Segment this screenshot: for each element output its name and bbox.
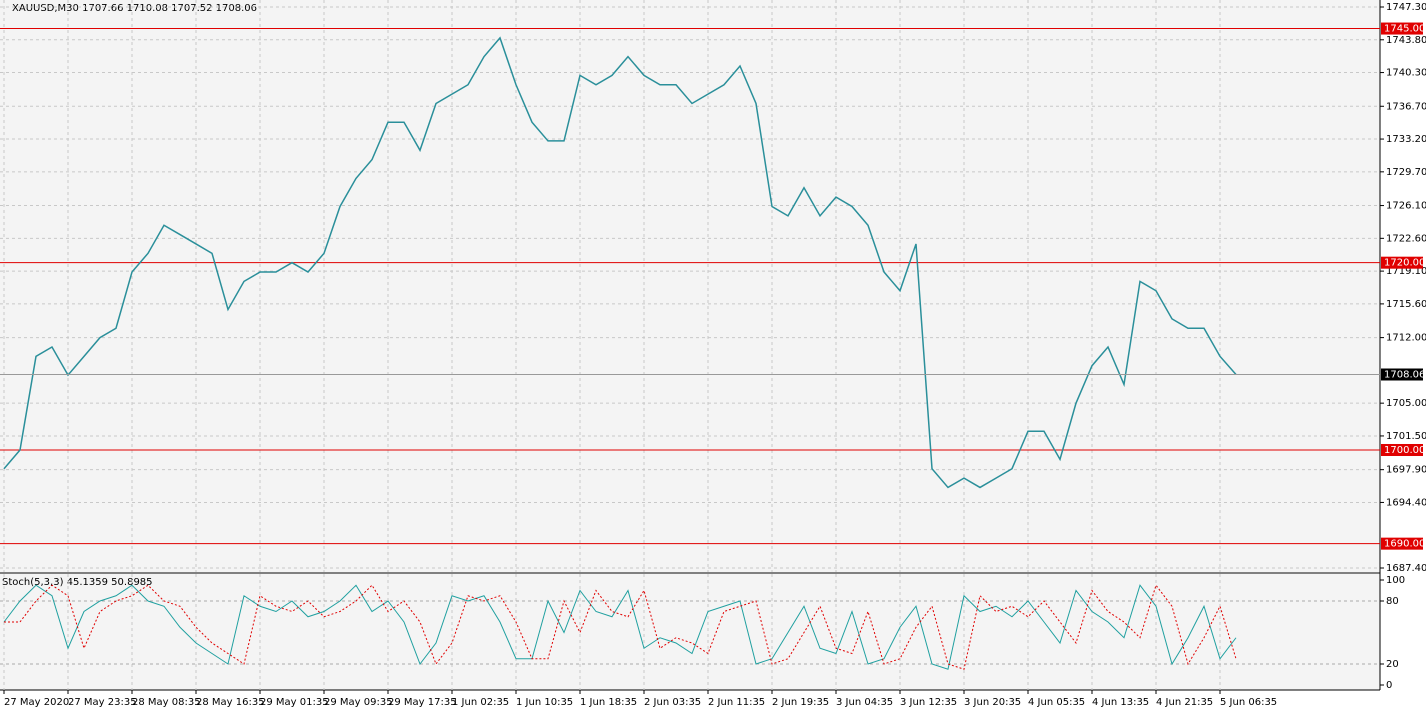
price-line [3,36,1237,489]
x-tick-label: 3 Jun 20:35 [964,697,1021,708]
indicator-title: Stoch(5,3,3) 45.1359 50.8985 [2,577,153,588]
x-tick-label: 29 May 17:35 [388,697,457,708]
x-tick-label: 28 May 16:35 [196,697,265,708]
x-tick-label: 4 Jun 21:35 [1156,697,1213,708]
x-tick-label: 3 Jun 12:35 [900,697,957,708]
x-tick-label: 2 Jun 03:35 [644,697,701,708]
x-tick-label: 29 May 09:35 [324,697,393,708]
level-label-box [1381,256,1423,269]
y-tick-label: 1722.60 [1386,233,1426,244]
y-tick-label: 1743.80 [1386,35,1426,46]
level-label: 1745.00 [1384,24,1425,35]
y-tick-label: 1729.70 [1386,167,1426,178]
y-tick-label: 80 [1386,596,1399,607]
level-label-box [1381,537,1423,550]
y-tick-label: 1701.50 [1386,431,1426,442]
x-tick-label: 2 Jun 19:35 [772,697,829,708]
x-tick-label: 2 Jun 11:35 [708,697,765,708]
y-tick-label: 1719.10 [1386,266,1426,277]
x-tick-label: 5 Jun 06:35 [1220,697,1277,708]
y-tick-label: 1747.30 [1386,2,1426,13]
current-price-label: 1708.06 [1384,370,1425,381]
x-tick-label: 3 Jun 04:35 [836,697,893,708]
y-tick-label: 1715.60 [1386,299,1426,310]
y-tick-label: 1736.70 [1386,101,1426,112]
x-tick-label: 1 Jun 02:35 [452,697,509,708]
current-price-box [1381,368,1423,381]
x-tick-label: 1 Jun 10:35 [516,697,573,708]
stoch-line [3,584,1237,670]
level-label: 1700.00 [1384,445,1425,456]
y-tick-label: 1712.00 [1386,333,1426,344]
level-label: 1720.00 [1384,258,1425,269]
x-tick-label: 28 May 08:35 [132,697,201,708]
y-tick-label: 20 [1386,659,1399,670]
y-tick-label: 1726.10 [1386,201,1426,212]
level-label: 1690.00 [1384,539,1425,550]
indicator-pane [0,574,1380,690]
x-tick-label: 4 Jun 05:35 [1028,697,1085,708]
x-tick-label: 27 May 2020 [4,697,69,708]
x-tick-label: 29 May 01:35 [260,697,329,708]
y-tick-label: 100 [1386,575,1405,586]
y-tick-label: 1733.20 [1386,134,1426,145]
y-tick-label: 1687.40 [1386,563,1426,574]
x-tick-label: 1 Jun 18:35 [580,697,637,708]
x-tick-label: 27 May 23:35 [68,697,137,708]
y-tick-label: 1697.90 [1386,465,1426,476]
main-pane [0,0,1380,572]
y-tick-label: 1740.30 [1386,68,1426,79]
level-label-box [1381,22,1423,35]
level-label-box [1381,443,1423,456]
chart-title: XAUUSD,M30 1707.66 1710.08 1707.52 1708.… [12,3,257,14]
y-tick-label: 1705.00 [1386,398,1426,409]
y-tick-label: 1694.40 [1386,497,1426,508]
x-tick-label: 4 Jun 13:35 [1092,697,1149,708]
y-tick-label: 0 [1386,680,1392,691]
